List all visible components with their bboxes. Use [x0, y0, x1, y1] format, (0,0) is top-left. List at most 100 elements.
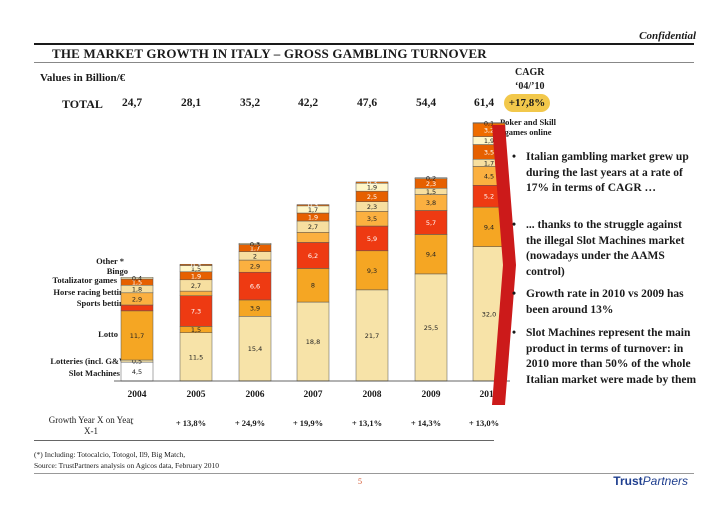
- total-label: TOTAL: [62, 97, 103, 111]
- bar-sports-2008: [355, 225, 389, 252]
- bar-other-2004: [120, 277, 154, 280]
- top-rule: [34, 43, 694, 45]
- total-2004: 24,7: [121, 97, 143, 109]
- bar-label-lotto-2009: 9,4: [426, 251, 436, 259]
- bar-label-poker-2008: 0,3: [367, 179, 377, 187]
- growth-2007: + 19,9%: [292, 418, 324, 428]
- bar-label-poker-2010: 3,2: [484, 126, 494, 134]
- bar-horse-2005: [179, 290, 213, 296]
- bullet-2-text: ... thanks to the struggle against the i…: [526, 219, 685, 278]
- bar-label-other-2008: 1,9: [367, 184, 377, 192]
- growth-2006: + 24,9%: [234, 418, 266, 428]
- x-tick-2007: 2007: [304, 390, 323, 400]
- bar-horse-2007: [296, 232, 330, 243]
- values-unit-label: Values in Billion/€: [40, 72, 126, 84]
- bar-label-totalizator-2009: 1,5: [426, 188, 436, 196]
- brand-part-2: Partners: [642, 474, 688, 488]
- bar-label-slot-2004: 4,5: [132, 368, 142, 376]
- bar-label-other-2009: 0,2: [426, 175, 436, 183]
- bar-label-sports-2010: 5,2: [484, 193, 494, 201]
- legend-poker: Poker and Skill games online: [499, 117, 557, 137]
- bar-label-totalizator-2006: 2: [253, 252, 257, 260]
- x-tick-2009: 2009: [422, 390, 441, 400]
- bar-label-lotto-2006: 3,9: [250, 305, 260, 313]
- growth-2005: + 13,8%: [175, 418, 207, 428]
- bar-label-totalizator-2008: 2,3: [367, 203, 377, 211]
- legend-other: Other *: [96, 256, 124, 266]
- bar-sports-2004: [120, 304, 154, 312]
- bar-other-2006: [238, 242, 272, 245]
- bar-label-bingo-2004: 1,5: [132, 279, 142, 287]
- bar-lotteries-2007: [296, 301, 330, 382]
- bar-label-bingo-2008: 2,5: [367, 193, 377, 201]
- bar-lotteries-2008: [355, 289, 389, 382]
- bar-label-sports-2009: 5,7: [426, 219, 436, 227]
- bar-label-totalizator-2010: 1,7: [484, 159, 494, 167]
- bar-label-lotto-2007: 8: [311, 282, 315, 290]
- bar-label-horse-2009: 3,8: [426, 199, 436, 207]
- bar-label-lotto-2005: 1,5: [191, 326, 201, 334]
- total-2010: 61,4: [473, 97, 495, 109]
- source-note: Source: TrustPartners analysis on Agicos…: [34, 461, 219, 470]
- right-arrow: [492, 125, 516, 405]
- brand-part-1: Trust: [613, 474, 643, 488]
- total-2005: 28,1: [180, 97, 202, 109]
- bar-label-lotto-2004: 11,7: [130, 332, 144, 340]
- x-tick-2004: 2004: [128, 390, 147, 400]
- legend-totalizator: Totalizator games: [52, 275, 117, 285]
- bar-poker-2008: [355, 181, 389, 184]
- legend-lotteries: Lotteries (incl. G&V): [50, 356, 128, 366]
- bar-label-sports-2007: 6,2: [308, 252, 318, 260]
- bar-label-bingo-2007: 1,9: [308, 213, 318, 221]
- x-tick-2010: 2010: [480, 390, 499, 400]
- legend-lotto: Lotto: [98, 329, 118, 339]
- growth-2004: -: [130, 418, 134, 428]
- bar-label-sports-2006: 6,6: [250, 283, 260, 291]
- cagr-period: ‘04/’10: [515, 81, 545, 92]
- bullet-4: • Slot Machines represent the main produc…: [512, 326, 697, 388]
- cagr-label: CAGR: [515, 67, 545, 78]
- brand-logo: TrustPartners: [613, 474, 688, 488]
- growth-2009: + 14,3%: [410, 418, 442, 428]
- legend-bingo: Bingo: [106, 266, 128, 276]
- bar-lotteries-2005: [179, 332, 213, 382]
- bar-label-totalizator-2004: 1,8: [132, 286, 142, 294]
- bar-label-other-2006: 0,3: [250, 240, 260, 248]
- title-rule: [34, 62, 694, 63]
- growth-rule: [34, 440, 494, 441]
- bar-label-other-2007: 1,7: [308, 206, 318, 214]
- bar-poker-2007: [296, 204, 330, 207]
- bar-label-lotteries-2006: 15,4: [248, 345, 262, 353]
- legend-horse: Horse racing betting: [53, 287, 128, 297]
- bullet-4-text: Slot Machines represent the main product…: [526, 327, 697, 386]
- bar-label-other-2005: 1,5: [191, 265, 201, 273]
- bullet-3: • Growth rate in 2010 vs 2009 has been ar…: [512, 287, 697, 318]
- bar-label-sports-2005: 7,3: [191, 308, 201, 316]
- bar-lotto-2007: [296, 268, 330, 303]
- bullet-1-text: Italian gambling market grew up during t…: [526, 151, 689, 194]
- growth-2008: + 13,1%: [351, 418, 383, 428]
- bottom-rule: [34, 473, 694, 474]
- footnote: (*) Including: Totocalcio, Totogol, Il9,…: [34, 450, 186, 459]
- bar-lotteries-2006: [238, 316, 272, 382]
- bar-label-bingo-2005: 1,9: [191, 272, 201, 280]
- bar-label-bingo-2010: 3,5: [484, 148, 494, 156]
- x-tick-2005: 2005: [187, 390, 206, 400]
- page-title: THE MARKET GROWTH IN ITALY – GROSS GAMBL…: [52, 46, 487, 61]
- page-number: 5: [358, 477, 362, 486]
- bar-label-totalizator-2007: 2,7: [308, 223, 318, 231]
- bar-label-lotto-2008: 9,3: [367, 267, 377, 275]
- bar-label-totalizator-2005: 2,7: [191, 282, 201, 290]
- total-2008: 47,6: [356, 97, 378, 109]
- bar-label-bingo-2009: 2,3: [426, 180, 436, 188]
- x-tick-2008: 2008: [363, 390, 382, 400]
- bar-label-lotto-2010: 9,4: [484, 223, 494, 231]
- bar-label-sports-2008: 5,9: [367, 235, 377, 243]
- bullet-2: •... thanks to the struggle against the …: [512, 218, 697, 280]
- legend-sports: Sports betting: [76, 298, 128, 308]
- legend-slot: Slot Machines: [68, 368, 120, 378]
- confidential-label: Confidential: [639, 30, 696, 42]
- growth-2010: + 13,0%: [468, 418, 500, 428]
- bar-poker-2005: [179, 263, 213, 266]
